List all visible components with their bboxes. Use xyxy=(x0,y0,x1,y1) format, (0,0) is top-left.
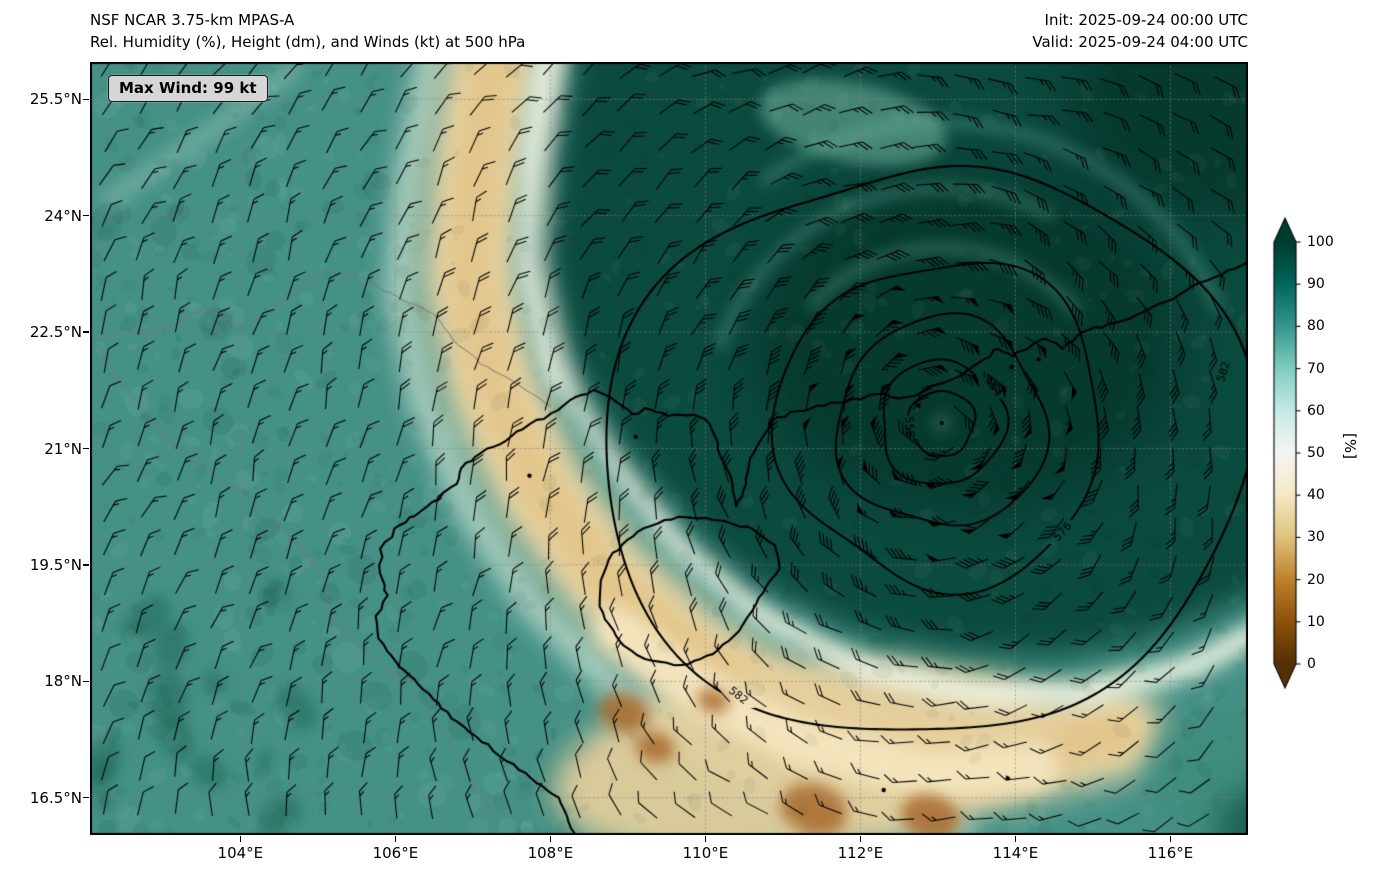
title-block: NSF NCAR 3.75-km MPAS-A Rel. Humidity (%… xyxy=(90,9,525,53)
colorbar-tick-label: 60 xyxy=(1307,402,1325,419)
model-title: NSF NCAR 3.75-km MPAS-A xyxy=(90,11,295,29)
x-tick-label: 114°E xyxy=(992,844,1039,862)
x-tick-label: 112°E xyxy=(837,844,884,862)
colorbar-tick-label: 30 xyxy=(1307,529,1325,546)
init-time: Init: 2025-09-24 00:00 UTC xyxy=(1044,11,1248,29)
max-wind-badge: Max Wind: 99 kt xyxy=(108,75,268,102)
y-tick-label: 25.5°N xyxy=(29,90,82,109)
colorbar-tick-label: 20 xyxy=(1307,571,1325,588)
y-tick-mark xyxy=(83,796,89,799)
y-tick-mark xyxy=(83,331,89,333)
x-tick-mark xyxy=(549,836,552,842)
x-tick-mark xyxy=(239,836,242,842)
x-tick-label: 108°E xyxy=(527,844,574,862)
colorbar-canvas xyxy=(1272,212,1306,694)
x-tick-label: 110°E xyxy=(682,844,729,862)
x-tick-mark xyxy=(1014,836,1017,842)
map-plot-area: Max Wind: 99 kt xyxy=(90,62,1248,835)
x-tick-mark xyxy=(859,836,862,842)
product-title: Rel. Humidity (%), Height (dm), and Wind… xyxy=(90,33,526,51)
y-tick-label: 22.5°N xyxy=(29,323,82,342)
colorbar-tick-label: 10 xyxy=(1307,613,1325,630)
y-tick-mark xyxy=(83,447,89,450)
x-tick-mark xyxy=(394,836,397,842)
colorbar-tick-label: 90 xyxy=(1307,276,1325,293)
y-tick-label: 24°N xyxy=(44,206,82,225)
colorbar xyxy=(1272,212,1306,694)
map-canvas xyxy=(90,62,1248,835)
y-tick-mark xyxy=(83,98,89,100)
x-tick-label: 106°E xyxy=(372,844,419,862)
y-tick-label: 21°N xyxy=(44,439,82,458)
colorbar-tick-label: 50 xyxy=(1307,445,1325,461)
colorbar-unit-label: [%] xyxy=(1340,433,1359,459)
y-tick-mark xyxy=(83,680,89,683)
y-tick-mark xyxy=(83,214,89,217)
colorbar-tick-label: 40 xyxy=(1307,487,1325,504)
y-tick-label: 19.5°N xyxy=(29,555,82,574)
colorbar-tick-label: 70 xyxy=(1307,360,1325,377)
y-tick-label: 18°N xyxy=(44,672,82,691)
x-tick-mark xyxy=(1169,836,1172,842)
x-tick-label: 104°E xyxy=(217,844,264,862)
x-tick-label: 116°E xyxy=(1147,844,1194,862)
x-tick-mark xyxy=(704,836,707,842)
colorbar-tick-label: 0 xyxy=(1307,656,1316,672)
y-tick-label: 16.5°N xyxy=(29,788,82,807)
y-tick-mark xyxy=(83,564,89,566)
time-block: Init: 2025-09-24 00:00 UTC Valid: 2025-0… xyxy=(1032,9,1248,53)
colorbar-tick-label: 80 xyxy=(1307,318,1325,335)
valid-time: Valid: 2025-09-24 04:00 UTC xyxy=(1032,33,1248,51)
colorbar-tick-label: 100 xyxy=(1307,234,1334,250)
